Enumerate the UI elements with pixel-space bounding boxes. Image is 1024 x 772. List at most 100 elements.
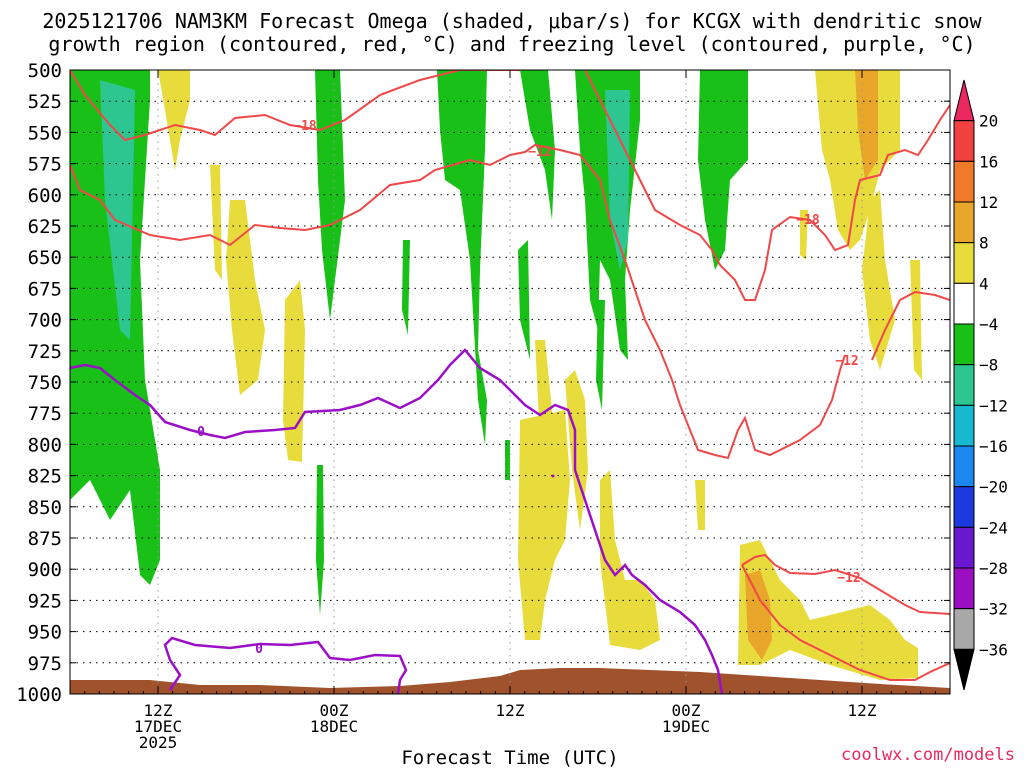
omega-region (100, 80, 135, 340)
y-tick-label: 725 (28, 341, 62, 363)
omega-region (505, 440, 510, 480)
colorbar-swatch (953, 160, 975, 203)
omega-region (800, 210, 808, 260)
colorbar-tick-label: −28 (979, 559, 1008, 578)
colorbar-swatch (953, 404, 975, 447)
omega-region (70, 380, 115, 500)
y-tick-label: 950 (28, 622, 62, 644)
freezing-level (70, 348, 724, 694)
colorbar-swatch (953, 567, 975, 610)
omega-region (698, 70, 748, 270)
y-tick-label: 650 (28, 247, 62, 269)
omega-region (600, 470, 660, 650)
y-tick-label: 625 (28, 216, 62, 238)
omega-region (596, 300, 605, 410)
colorbar-tick-label: −32 (979, 600, 1008, 619)
colorbar-swatch (953, 608, 975, 650)
colorbar-tick-label: −8 (979, 356, 998, 375)
colorbar-tick-label: 20 (979, 112, 998, 131)
colorbar-swatch (953, 282, 975, 325)
freezing-level (163, 636, 408, 694)
contour-labels: −18 −12 −18 −12 −12 0 0 (197, 119, 861, 657)
omega-region (402, 240, 410, 335)
x-tick-label: 2025 (139, 733, 178, 752)
isotherm-minus18 (70, 70, 520, 142)
y-tick-label: 800 (28, 434, 62, 456)
omega-region (226, 200, 265, 395)
colorbar-tick-label: −20 (979, 478, 1008, 497)
y-tick-label: 850 (28, 497, 62, 519)
watermark: coolwx.com/models (841, 745, 1015, 765)
x-tick-label: 00Z (320, 701, 349, 720)
omega-region (518, 410, 570, 640)
chart-title-line1: 2025121706 NAM3KM Forecast Omega (shaded… (42, 9, 982, 33)
y-tick-label: 900 (28, 559, 62, 581)
contours (70, 70, 950, 694)
omega-region (815, 70, 900, 250)
colorbar-swatch (953, 120, 975, 162)
chart-title-line2: growth region (contoured, red, °C) and f… (48, 32, 975, 56)
isotherm-minus12 (70, 143, 846, 460)
y-tick-label: 750 (28, 372, 62, 394)
contour-label: −12 (528, 145, 551, 160)
colorbar-tick-label: −16 (979, 437, 1008, 456)
colorbar-swatch (953, 323, 975, 366)
omega-region (738, 540, 918, 680)
y-tick-label: 550 (28, 122, 62, 144)
colorbar-cap-bottom (953, 648, 975, 691)
omega-region (437, 70, 487, 445)
colorbar-tick-label: −24 (979, 518, 1008, 537)
y-tick-label: 575 (28, 154, 62, 176)
colorbar-swatch (953, 242, 975, 284)
omega-region (283, 280, 305, 462)
contour-label: 0 (255, 642, 263, 657)
colorbar-tick-label: 12 (979, 193, 998, 212)
omega-region (158, 70, 190, 170)
omega-region (316, 465, 324, 615)
isotherm-minus12 (741, 553, 950, 615)
isotherm-minus12 (741, 564, 950, 681)
omega-shading (70, 70, 950, 694)
omega-region (518, 240, 530, 360)
y-tick-label: 875 (28, 528, 62, 550)
y-tick-label: 525 (28, 91, 62, 113)
colorbar-swatch (953, 445, 975, 488)
freezing-level-dot (551, 474, 555, 478)
contour-label: −18 (796, 213, 820, 228)
x-tick-label: 12Z (848, 701, 877, 720)
x-axis-label: Forecast Time (UTC) (401, 747, 618, 768)
colorbar-tick-label: −4 (979, 315, 998, 334)
omega-region (565, 370, 588, 530)
contour-label: 0 (197, 425, 205, 440)
contour-label: −18 (293, 119, 317, 134)
colorbar-tick-label: −36 (979, 640, 1008, 659)
colorbar-tick-label: 4 (979, 274, 989, 293)
colorbar-tick-label: 8 (979, 234, 989, 253)
colorbar-tick-label: 16 (979, 152, 998, 171)
contour-label: −12 (835, 354, 858, 369)
y-tick-label: 825 (28, 466, 62, 488)
x-tick-label: 17DEC (134, 717, 182, 736)
y-tick-label: 925 (28, 590, 62, 612)
omega-region (745, 570, 772, 660)
isotherm-minus12 (871, 290, 950, 361)
x-tick-label: 00Z (672, 701, 701, 720)
y-tick-label: 600 (28, 185, 62, 207)
colorbar-swatch (953, 486, 975, 528)
omega-region (695, 480, 705, 530)
colorbar-swatch (953, 364, 975, 406)
contour-label: −12 (837, 571, 860, 586)
colorbar-tick-label: −12 (979, 396, 1008, 415)
colorbar-swatch (953, 201, 975, 244)
x-tick-label: 12Z (144, 701, 173, 720)
x-tick-label: 12Z (496, 701, 525, 720)
y-tick-label: 775 (28, 403, 62, 425)
x-tick-label: 18DEC (310, 717, 358, 736)
y-tick-label: 700 (28, 310, 62, 332)
x-tick-label: 19DEC (662, 717, 710, 736)
y-tick-label: 975 (28, 653, 62, 675)
y-tick-label: 500 (28, 60, 62, 82)
